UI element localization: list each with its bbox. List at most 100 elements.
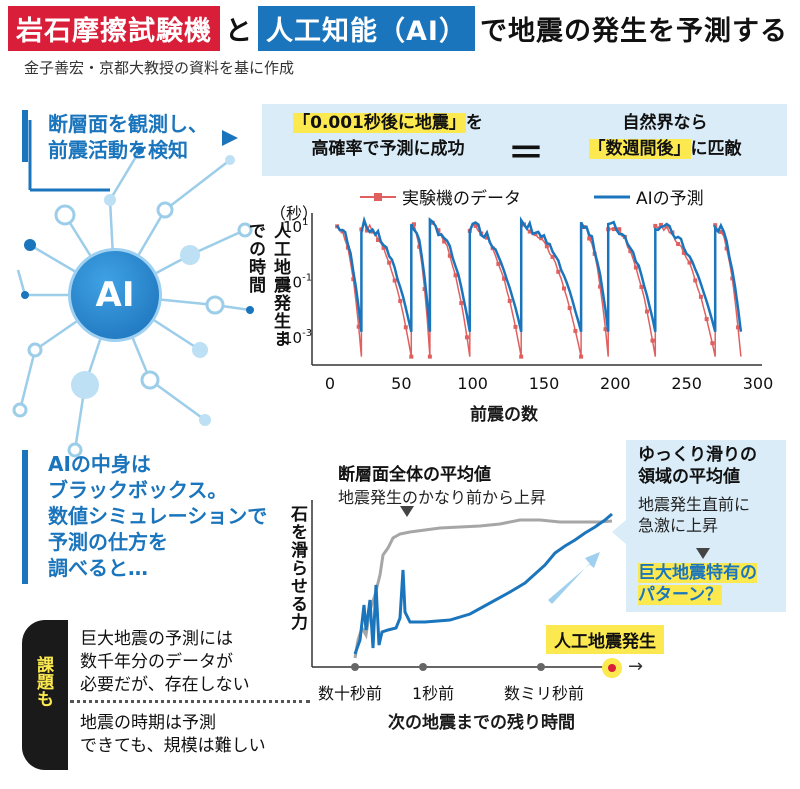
data-point: [442, 239, 447, 244]
data-point: [381, 245, 386, 250]
gray-annotation-title: 断層面全体の平均値: [338, 465, 491, 485]
data-point: [539, 236, 544, 241]
data-point: [398, 299, 403, 304]
gray-annotation-sub: 地震発生のかなり前から上昇: [338, 488, 547, 507]
data-point: [639, 284, 644, 289]
data-point: [387, 260, 392, 265]
pattern-line2: パターン？: [638, 585, 723, 605]
data-point: [718, 229, 723, 234]
data-point: [687, 260, 692, 265]
x-tick-label-3: 数ミリ秒前: [504, 684, 585, 703]
ai-inside-bar: [22, 450, 28, 584]
ai-inside-line5: 調べると…: [48, 556, 148, 580]
data-point: [567, 306, 572, 311]
top-x-tick-4: 200: [600, 374, 631, 393]
issues-tab: [22, 620, 68, 770]
blue-annotation-title1: ゆっくり滑りの: [638, 445, 757, 465]
banner-right-line1: 自然界なら: [622, 113, 708, 133]
equals-sign: ＝: [508, 133, 545, 174]
x-tick-dot-3: [537, 663, 545, 671]
data-point: [561, 286, 566, 291]
data-point: [603, 327, 608, 332]
data-point: [598, 284, 603, 289]
issue-2-line1: 地震の時期は予測: [80, 713, 216, 733]
data-point: [556, 269, 561, 274]
data-point: [730, 276, 735, 281]
top-x-tick-1: 50: [391, 374, 411, 393]
data-point: [658, 222, 663, 227]
banner-right-highlight: 「数週間後」: [588, 139, 691, 159]
quake-badge: 人工地震発生: [546, 625, 664, 654]
data-point: [650, 338, 655, 343]
data-point: [579, 354, 584, 359]
data-point: [464, 335, 469, 340]
time-arrow: →: [628, 656, 644, 677]
legend-data-swatch: [360, 192, 396, 201]
pattern-line1: 巨大地震特有の: [638, 563, 757, 583]
title-and: と: [225, 15, 253, 47]
issue-2: 地震の時期は予測 できても、規模は難しい: [80, 712, 266, 758]
issue-2-line2: できても、規模は難しい: [80, 736, 266, 756]
data-point: [628, 249, 633, 254]
quake-marker-dot-icon: [608, 664, 616, 672]
ai-badge: AI: [68, 248, 162, 342]
ai-series-line: [336, 215, 743, 333]
banner-left-line2: 高確率で予測に成功: [311, 139, 465, 159]
banner-right-tail: に匹敵: [690, 139, 742, 159]
blue-annotation-title2: 領域の平均値: [638, 467, 740, 487]
title-rest: で地震の発生を予測する: [479, 15, 788, 47]
banner-left-tail: を: [465, 113, 483, 133]
legend-data: 実験機のデータ: [360, 184, 521, 209]
data-point: [653, 223, 658, 228]
slow-slip-box-pointer: [612, 520, 626, 544]
data-point: [544, 244, 549, 249]
data-point: [459, 301, 464, 306]
data-point: [644, 309, 649, 314]
bottom-y-label: 石を滑らせる力: [287, 505, 307, 631]
rise-arrow-icon: [548, 552, 600, 604]
down-pointer-icon-2: [696, 548, 710, 559]
top-x-tick-6: 300: [743, 374, 774, 393]
blue-annotation-title: ゆっくり滑りの 領域の平均値: [638, 444, 757, 488]
data-point: [484, 235, 489, 240]
data-point: [573, 328, 578, 333]
data-point: [364, 228, 369, 233]
data-point: [676, 242, 681, 247]
data-point: [502, 276, 507, 281]
data-point: [664, 224, 669, 229]
data-point: [356, 324, 361, 329]
bottom-x-label: 次の地震までの残り時間: [388, 713, 575, 733]
top-x-tick-3: 150: [529, 374, 560, 393]
title-part-machine: 岩石摩擦試験機: [8, 5, 220, 51]
x-tick-label-2: 1秒前: [412, 684, 455, 703]
data-point: [392, 278, 397, 283]
top-y-unit: （秒）: [270, 204, 319, 223]
data-point: [436, 228, 441, 233]
data-point: [681, 250, 686, 255]
data-point: [376, 238, 381, 243]
observe-bar: [22, 110, 28, 162]
issue-1-line2: 数千年分のデータが: [80, 652, 233, 672]
data-point: [693, 278, 698, 283]
pointer-arrow-icon: [222, 130, 238, 146]
observe-line2: 前震活動を検知: [48, 138, 188, 162]
x-tick-dot-2: [419, 663, 427, 671]
issues-divider: [70, 700, 310, 703]
top-x-label: 前震の数: [470, 405, 538, 425]
data-point: [519, 354, 524, 359]
legend-ai: AIの予測: [594, 184, 704, 209]
issue-1: 巨大地震の予測には 数千年分のデータが 必要だが、存在しない: [80, 628, 250, 697]
blue-annotation-sub: 地震発生直前に 急激に上昇: [638, 494, 750, 536]
top-y-label: 人工地震発生までの時間: [245, 222, 290, 348]
ai-inside-line4: 予測の仕方を: [48, 530, 168, 554]
data-point: [633, 265, 638, 270]
top-x-tick-5: 250: [671, 374, 702, 393]
banner-right: 自然界なら 「数週間後」に匹敵: [555, 110, 775, 162]
issues-tab-label: 課題も: [33, 656, 53, 707]
data-point: [411, 222, 416, 227]
top-x-tick-2: 100: [457, 374, 488, 393]
data-point: [496, 261, 501, 266]
ai-inside-text: AIの中身は ブラックボックス。 数値シミュレーションで 予測の仕方を 調べると…: [48, 451, 267, 581]
data-point: [403, 325, 408, 330]
